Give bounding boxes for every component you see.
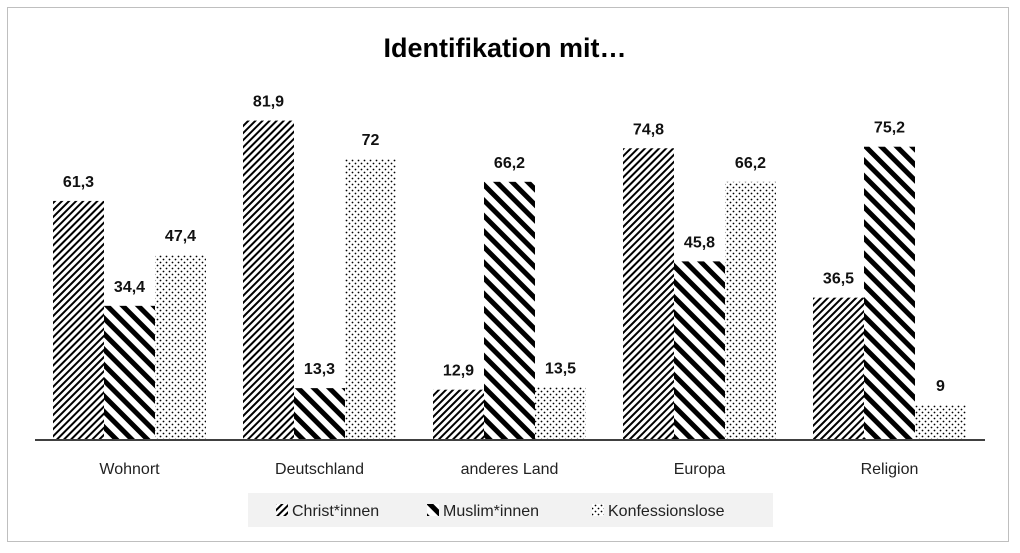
legend-label-muslim-innen: Muslim*innen [443,503,539,520]
legend-label-konfessionslose: Konfessionslose [608,503,725,520]
legend: Christ*innen Muslim*innen Konfessionslos… [248,493,773,527]
category-labels-group: Wohnort Deutschland anderes Land Europa Reli… [99,461,918,478]
bar-muslim-innen-anderes-land [484,181,535,440]
category-label-wohnort: Wohnort [99,461,160,478]
bar-muslim-innen-religion [864,146,915,440]
bar-christ-innen-europa [623,148,674,440]
legend-swatch-konfessionslose [592,504,604,516]
bar-muslim-innen-deutschland [294,388,345,440]
value-label-christ-innen-religion: 36,5 [823,271,854,288]
value-label-konfessionslose-religion: 9 [936,378,945,395]
bars-group [53,120,966,440]
value-label-muslim-innen-deutschland: 13,3 [304,361,335,378]
bar-muslim-innen-wohnort [104,305,155,440]
bar-muslim-innen-europa [674,261,725,440]
category-label-europa: Europa [674,461,726,478]
legend-swatch-muslim-innen [427,504,439,516]
bar-konfessionslose-religion [915,404,966,440]
chart-title: Identifikation mit… [384,33,627,63]
value-label-christ-innen-wohnort: 61,3 [63,174,94,191]
bar-konfessionslose-anderes-land [535,387,586,440]
value-label-christ-innen-europa: 74,8 [633,121,664,138]
value-label-christ-innen-anderes-land: 12,9 [443,363,474,380]
bar-christ-innen-wohnort [53,200,104,440]
legend-swatch-christ-innen [276,504,288,516]
value-label-konfessionslose-europa: 66,2 [735,155,766,172]
category-label-deutschland: Deutschland [275,461,364,478]
value-label-konfessionslose-anderes-land: 13,5 [545,360,576,377]
value-label-konfessionslose-deutschland: 72 [362,132,380,149]
category-label-anderes-land: anderes Land [461,461,559,478]
bar-konfessionslose-deutschland [345,159,396,440]
value-label-muslim-innen-anderes-land: 66,2 [494,155,525,172]
value-label-konfessionslose-wohnort: 47,4 [165,228,196,245]
legend-label-christ-innen: Christ*innen [292,503,379,520]
value-label-muslim-innen-europa: 45,8 [684,234,715,251]
bar-christ-innen-deutschland [243,120,294,440]
legend-background [248,493,773,527]
bar-christ-innen-religion [813,297,864,440]
value-label-muslim-innen-wohnort: 34,4 [114,279,145,296]
value-labels-group: 61,3 34,4 47,4 81,9 13,3 72 12,9 66,2 13,5 74,8 45… [63,94,945,395]
category-label-religion: Religion [861,461,919,478]
bar-christ-innen-anderes-land [433,389,484,440]
bar-konfessionslose-wohnort [155,255,206,440]
bar-konfessionslose-europa [725,181,776,440]
value-label-christ-innen-deutschland: 81,9 [253,94,284,111]
value-label-muslim-innen-religion: 75,2 [874,120,905,137]
